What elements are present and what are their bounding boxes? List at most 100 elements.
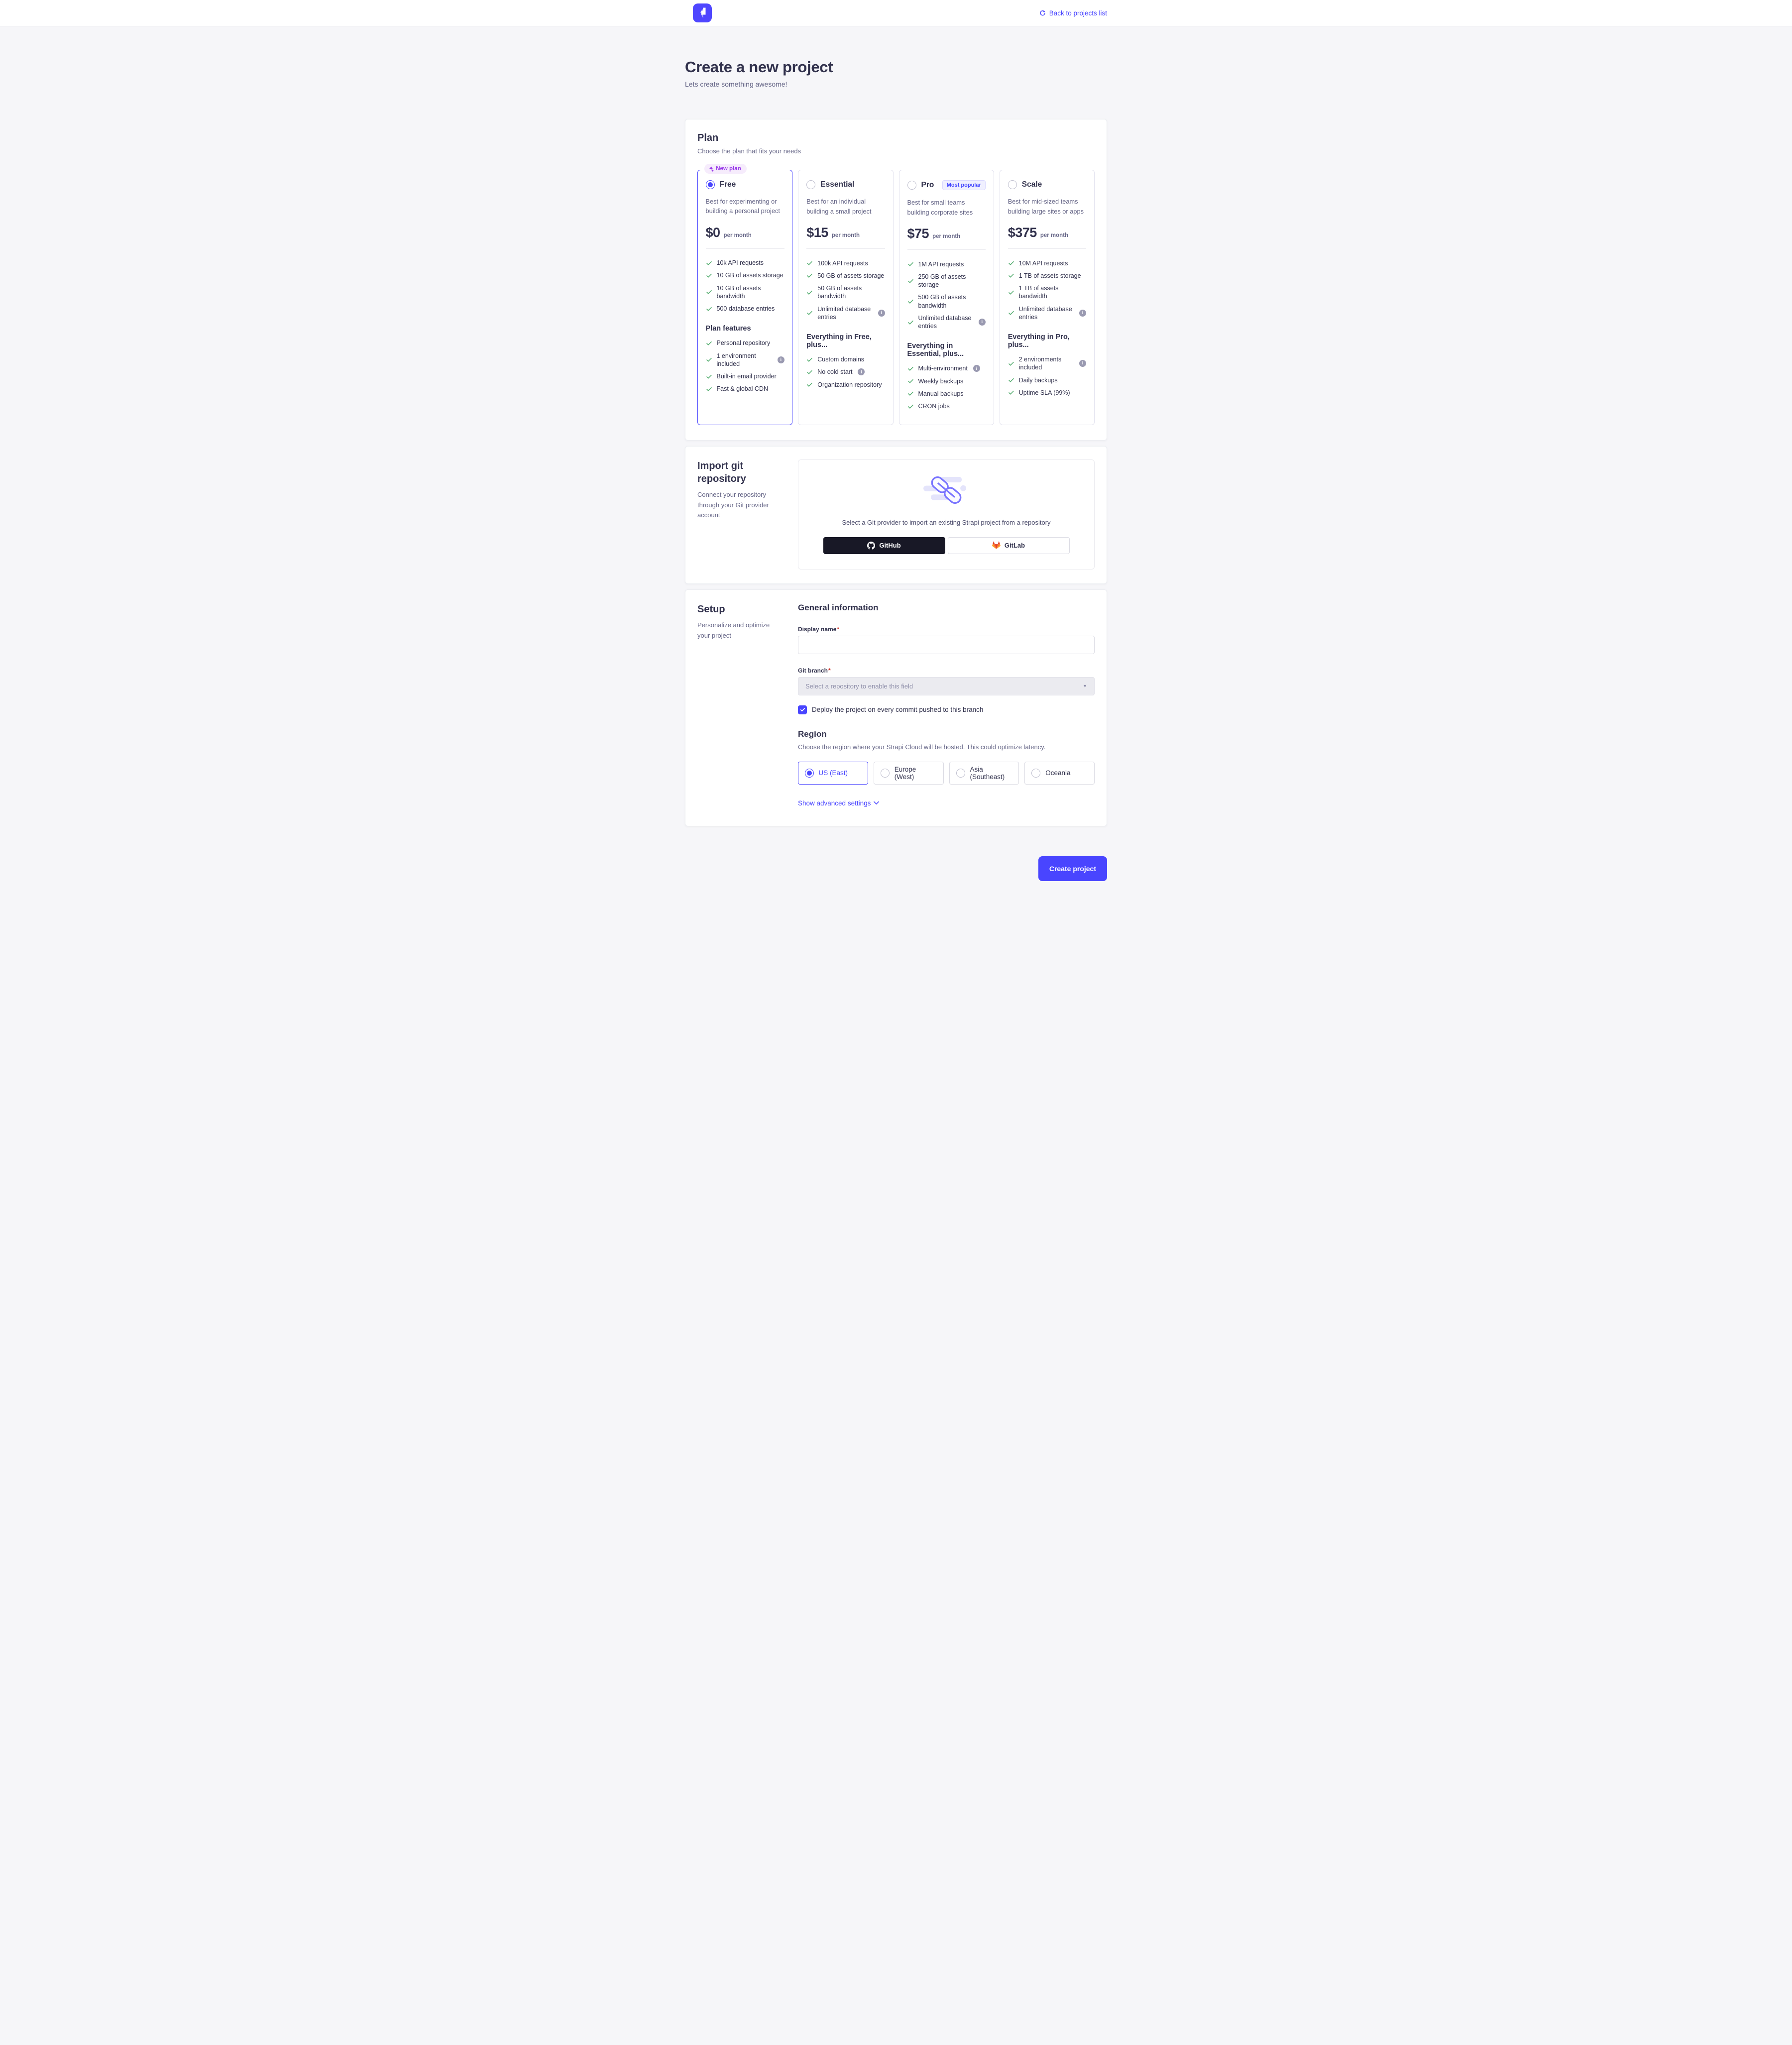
info-icon[interactable]: i: [858, 368, 865, 376]
deploy-checkbox[interactable]: [798, 705, 807, 714]
info-icon[interactable]: i: [973, 365, 980, 372]
plan-price: $75: [907, 226, 929, 241]
check-icon: [706, 261, 712, 265]
divider: [1008, 248, 1086, 249]
plan-radio[interactable]: [1008, 180, 1017, 189]
chevron-down-icon: ▼: [1083, 683, 1087, 689]
display-name-input[interactable]: [798, 635, 1095, 654]
info-icon[interactable]: i: [1079, 360, 1086, 367]
display-name-label: Display name*: [798, 625, 840, 633]
region-label: Oceania: [1045, 769, 1071, 777]
setup-section: Setup Personalize and optimize your proj…: [685, 589, 1107, 826]
gitlab-button[interactable]: GitLab: [947, 537, 1070, 554]
check-icon: [706, 290, 712, 294]
divider: [705, 248, 784, 249]
plan-name: Free: [719, 180, 736, 189]
github-button[interactable]: GitHub: [823, 537, 945, 554]
page-title: Create a new project: [685, 58, 833, 76]
region-option[interactable]: US (East): [798, 761, 868, 785]
plan-radio[interactable]: [907, 181, 916, 190]
plan-feature: Unlimited database entries i: [806, 303, 885, 324]
plan-price: $15: [806, 225, 828, 240]
plan-section: Plan Choose the plan that fits your need…: [685, 119, 1107, 441]
plan-card[interactable]: ✦ ✦ New plan Free Best for experimenting …: [697, 164, 793, 425]
plan-feature: Organization repository: [806, 378, 885, 391]
plan-name: Essential: [820, 180, 855, 189]
region-option[interactable]: Asia (Southeast): [949, 761, 1019, 785]
info-icon[interactable]: i: [1079, 309, 1086, 317]
divider: [907, 249, 986, 250]
plan-radio[interactable]: [705, 180, 715, 189]
region-radio[interactable]: [804, 768, 814, 778]
check-icon: [1008, 274, 1014, 278]
plan-feature: Unlimited database entries i: [907, 312, 986, 333]
plan-extra-title: Everything in Pro, plus...: [1008, 333, 1070, 349]
plan-price-period: per month: [723, 232, 752, 238]
plan-price-row: $0 per month: [706, 225, 784, 240]
page-head: Create a new project Lets create somethi…: [685, 58, 1107, 88]
plan-feature: Weekly backups: [907, 375, 986, 387]
info-icon[interactable]: i: [878, 309, 885, 317]
plan-feature: 10 GB of assets bandwidth: [706, 282, 784, 303]
plan-feature: 10k API requests: [706, 257, 784, 269]
most-popular-badge: Most popular: [942, 180, 986, 190]
plan-card[interactable]: Essential Best for an individual buildin…: [798, 170, 894, 425]
plan-card[interactable]: Pro Most popular Best for small teams bu…: [898, 170, 994, 425]
check-icon: [1008, 311, 1014, 315]
info-icon[interactable]: i: [978, 319, 986, 326]
plan-extra-feature-list: Personal repository 1 environment include…: [706, 337, 784, 395]
plan-feature: Personal repository: [706, 337, 784, 349]
plan-feature: Daily backups: [1008, 374, 1086, 386]
footer-actions: Create project: [685, 856, 1107, 931]
setup-side-col: Setup Personalize and optimize your proj…: [697, 603, 786, 808]
plan-feature: 50 GB of assets bandwidth: [806, 282, 885, 303]
check-icon: [1008, 391, 1014, 395]
plan-feature: 10M API requests: [1008, 257, 1086, 269]
chevron-down-icon: [874, 801, 880, 805]
deploy-checkbox-label[interactable]: Deploy the project on every commit pushe…: [812, 706, 984, 714]
check-icon: [907, 366, 913, 371]
region-option[interactable]: Europe (West): [873, 761, 944, 785]
region-radio[interactable]: [1031, 768, 1041, 778]
plan-radio[interactable]: [806, 180, 816, 189]
plan-price: $0: [705, 225, 721, 240]
check-icon: [807, 370, 813, 374]
region-option[interactable]: Oceania: [1024, 761, 1095, 785]
back-to-projects-link[interactable]: Back to projects list: [1039, 9, 1107, 17]
check-icon: [907, 299, 913, 304]
plan-card[interactable]: Scale Best for mid-sized teams building …: [999, 170, 1095, 425]
required-asterisk: *: [828, 667, 831, 674]
info-icon[interactable]: i: [777, 356, 784, 363]
plan-price-row: $15 per month: [806, 225, 885, 240]
git-branch-placeholder: Select a repository to enable this field: [805, 682, 913, 690]
strapi-cloud-logo[interactable]: [693, 3, 712, 22]
check-icon: [807, 274, 813, 278]
check-icon: [706, 358, 712, 362]
region-radio[interactable]: [880, 768, 890, 778]
plan-feature: 1 environment included i: [706, 349, 784, 370]
check-icon: [807, 290, 813, 295]
plan-description: Best for small teams building corporate …: [907, 199, 973, 216]
plan-extra-title: Everything in Essential, plus...: [907, 341, 964, 358]
plan-feature: 500 GB of assets bandwidth: [907, 291, 986, 312]
plan-feature-list: 100k API requests 50 GB of assets storage…: [806, 257, 885, 324]
plan-feature: 2 environments included i: [1008, 353, 1086, 374]
plan-feature: Multi-environment i: [907, 362, 986, 375]
check-icon: [706, 387, 712, 391]
advanced-link-label: Show advanced settings: [798, 799, 871, 807]
git-branch-select[interactable]: Select a repository to enable this field…: [798, 677, 1095, 695]
show-advanced-settings-link[interactable]: Show advanced settings: [798, 799, 880, 807]
check-icon: [907, 320, 913, 325]
check-icon: [1008, 361, 1014, 366]
check-icon: [907, 392, 913, 396]
region-radio[interactable]: [956, 768, 965, 778]
plan-feature: 10 GB of assets storage: [706, 269, 784, 282]
create-project-button[interactable]: Create project: [1038, 856, 1107, 881]
plan-name: Scale: [1021, 180, 1042, 189]
check-icon: [807, 357, 813, 362]
plan-extra-feature-list: Multi-environment i Weekly backups Manual b…: [907, 362, 986, 413]
import-helper-text: Select a Git provider to import an exist…: [842, 518, 1051, 526]
plan-feature: Uptime SLA (99%): [1008, 386, 1086, 399]
region-label: US (East): [818, 769, 848, 777]
general-information-title: General information: [798, 602, 879, 612]
